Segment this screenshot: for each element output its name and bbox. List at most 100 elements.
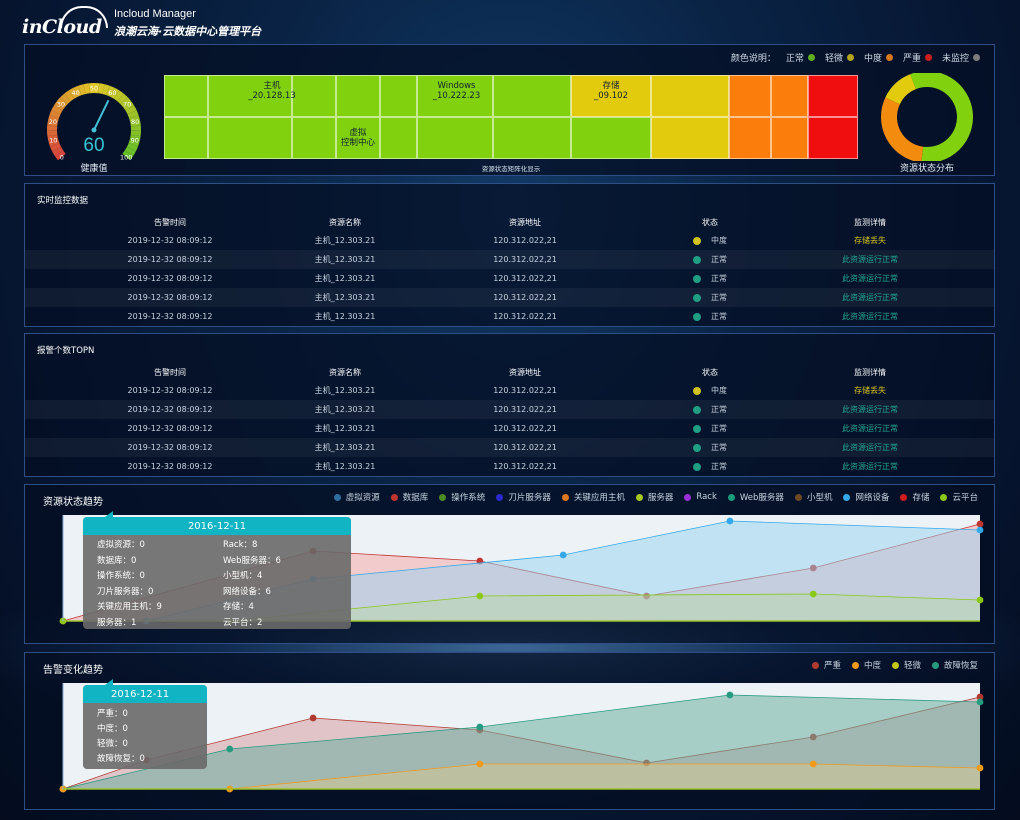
legend-text: 云平台 [952, 493, 978, 503]
matrix-cell[interactable] [164, 117, 208, 159]
alarm-time-cell: 2019-12-32 08:09:12 [127, 274, 213, 283]
legend-item[interactable]: 中度 [851, 659, 881, 671]
tooltip-item: 小型机：4 [223, 571, 263, 581]
table-row[interactable]: 2019-12-32 08:09:12 主机_12.303.21 120.312.0… [25, 400, 994, 419]
matrix-cell[interactable] [417, 75, 493, 117]
donut-slice [910, 73, 973, 161]
matrix-resource-text: 虚拟 控制中心 [340, 128, 375, 148]
legend-item[interactable]: 轻微 [891, 659, 921, 671]
matrix-cell[interactable] [208, 117, 292, 159]
col-header-name: 资源名称 [329, 367, 361, 377]
detail-link[interactable]: 此资源运行正常 [842, 462, 898, 471]
legend-item[interactable]: 虚拟资源 [333, 491, 380, 503]
matrix-cell[interactable] [729, 117, 771, 159]
alarm-title: 告警变化趋势 [43, 665, 103, 676]
detail-link[interactable]: 存储丢失 [854, 236, 886, 245]
legend-item[interactable]: 严重 [811, 659, 841, 671]
table-row[interactable]: 2019-12-32 08:09:12 主机_12.303.21 120.312.0… [25, 457, 994, 476]
detail-link[interactable]: 此资源运行正常 [842, 443, 898, 452]
status-text: 正常 [711, 293, 727, 302]
alarm-time-cell: 2019-12-32 08:09:12 [127, 405, 213, 414]
detail-link[interactable]: 此资源运行正常 [842, 255, 898, 264]
matrix-cell[interactable] [493, 117, 571, 159]
table-row[interactable]: 2019-12-32 08:09:12 主机_12.303.21 120.312.0… [25, 307, 994, 326]
matrix-cell[interactable] [571, 75, 651, 117]
matrix-cell[interactable] [164, 75, 208, 117]
detail-link[interactable]: 此资源运行正常 [842, 424, 898, 433]
gauge-arc-segment [125, 105, 137, 115]
color-legend-dot [973, 54, 980, 61]
legend-item[interactable]: 云平台 [940, 491, 978, 503]
matrix-cell[interactable] [380, 117, 417, 159]
matrix-cell[interactable] [651, 75, 729, 117]
gauge-needle-hub [91, 127, 97, 133]
legend-item[interactable]: 关键应用主机 [561, 491, 625, 503]
matrix-cell[interactable] [380, 75, 417, 117]
col-header-status: 状态 [702, 367, 718, 377]
color-legend-text: 未监控 [941, 54, 969, 64]
matrix-cell[interactable] [771, 117, 808, 159]
matrix-resource-label[interactable]: Windows _10.222.23 [380, 75, 533, 117]
legend-item[interactable]: 数据库 [390, 491, 429, 503]
legend-item[interactable]: Web服务器 [727, 491, 784, 503]
status-dot-icon [693, 293, 701, 302]
legend-text: 数据库 [402, 493, 429, 503]
detail-link[interactable]: 此资源运行正常 [842, 405, 898, 414]
matrix-cell[interactable] [292, 117, 336, 159]
table-row[interactable]: 2019-12-32 08:09:12 主机_12.303.21 120.312.0… [25, 438, 994, 457]
matrix-cell[interactable] [651, 117, 729, 159]
legend-text: 服务器 [647, 493, 674, 503]
legend-item[interactable]: 故障恢复 [931, 659, 978, 671]
matrix-resource-text: Windows _10.222.23 [432, 81, 481, 101]
legend-item[interactable]: 小型机 [794, 491, 832, 503]
legend-item[interactable]: 存储 [900, 491, 929, 503]
gauge-arc-segment [78, 84, 86, 96]
matrix-cell[interactable] [493, 75, 571, 117]
legend-dot-icon [561, 493, 569, 501]
matrix-cell[interactable] [729, 75, 771, 117]
matrix-cell[interactable] [808, 75, 858, 117]
legend-item[interactable]: 操作系统 [439, 491, 485, 503]
status-text: 正常 [711, 274, 727, 283]
resource-name-cell: 主机_12.303.21 [314, 462, 376, 471]
status-dot-icon [693, 443, 701, 452]
tooltip-item: 故障恢复：0 [97, 754, 145, 764]
trend-tooltip-date: 2016-12-11 [83, 511, 351, 535]
matrix-cell[interactable] [208, 75, 292, 117]
matrix-cell[interactable] [417, 117, 493, 159]
detail-link[interactable]: 此资源运行正常 [842, 293, 898, 302]
resource-name-cell: 主机_12.303.21 [314, 293, 376, 302]
alarm-time-cell: 2019-12-32 08:09:12 [127, 312, 213, 321]
detail-link[interactable]: 此资源运行正常 [842, 312, 898, 321]
legend-text: 存储 [912, 493, 930, 503]
matrix-resource-label[interactable]: 虚拟 控制中心 [336, 117, 380, 159]
legend-item[interactable]: 刀片服务器 [496, 491, 551, 503]
matrix-cell[interactable] [571, 117, 651, 159]
gauge-tick-label: 20 [49, 118, 57, 126]
status-cell: 中度 [665, 231, 755, 250]
legend-item[interactable]: 网络设备 [843, 491, 889, 503]
table-row[interactable]: 2019-12-32 08:09:12 主机_12.303.21 120.312.0… [25, 269, 994, 288]
table-row[interactable]: 2019-12-32 08:09:12 主机_12.303.21 120.312.0… [25, 419, 994, 438]
matrix-cell[interactable] [336, 117, 380, 159]
gauge-tick-label: 70 [123, 101, 131, 109]
legend-text: 虚拟资源 [345, 493, 380, 503]
alarm-trend-chart[interactable] [25, 653, 996, 811]
matrix-cell[interactable] [292, 75, 336, 117]
matrix-resource-label[interactable]: 存储 _09.102 [571, 75, 651, 117]
legend-item[interactable]: Rack [684, 492, 717, 502]
resource-name-cell: 主机_12.303.21 [314, 255, 376, 264]
table-row[interactable]: 2019-12-32 08:09:12 主机_12.303.21 120.312.0… [25, 288, 994, 307]
legend-dot-icon [900, 493, 908, 501]
matrix-cell[interactable] [771, 75, 808, 117]
table-row[interactable]: 2019-12-32 08:09:12 主机_12.303.21 120.312.0… [25, 231, 994, 250]
table-row[interactable]: 2019-12-32 08:09:12 主机_12.303.21 120.312.0… [25, 250, 994, 269]
matrix-cell[interactable] [808, 117, 858, 159]
detail-link[interactable]: 存储丢失 [854, 386, 886, 395]
detail-link[interactable]: 此资源运行正常 [842, 274, 898, 283]
status-dot-icon [693, 236, 701, 245]
matrix-resource-label[interactable]: 主机 _20.128.13 [208, 75, 336, 117]
legend-item[interactable]: 服务器 [635, 491, 674, 503]
matrix-cell[interactable] [336, 75, 380, 117]
table-row[interactable]: 2019-12-32 08:09:12 主机_12.303.21 120.312.0… [25, 381, 994, 400]
